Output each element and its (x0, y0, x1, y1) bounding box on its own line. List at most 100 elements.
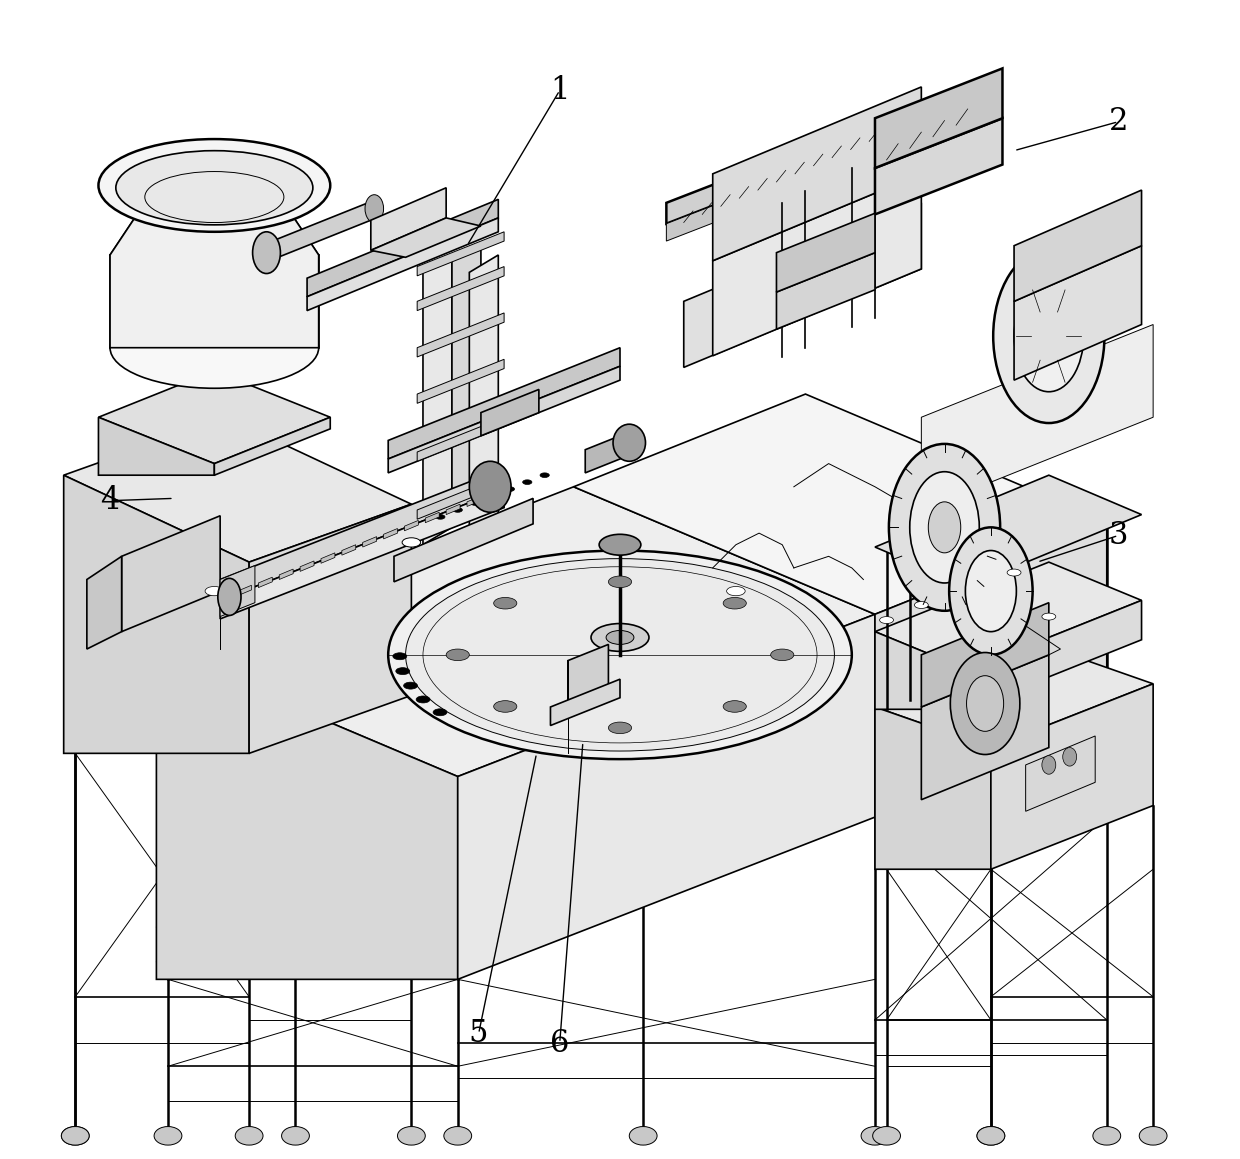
Ellipse shape (541, 534, 559, 544)
Polygon shape (683, 203, 921, 367)
Ellipse shape (1032, 308, 1066, 364)
Ellipse shape (771, 649, 794, 661)
Polygon shape (875, 562, 1142, 670)
Polygon shape (991, 684, 1153, 869)
Polygon shape (921, 655, 1049, 800)
Polygon shape (921, 603, 1049, 707)
Polygon shape (713, 174, 921, 356)
Ellipse shape (977, 1127, 1004, 1145)
Polygon shape (110, 185, 319, 348)
Ellipse shape (861, 1127, 889, 1145)
Ellipse shape (115, 151, 312, 225)
Ellipse shape (61, 1127, 89, 1145)
Polygon shape (394, 498, 533, 582)
Ellipse shape (403, 683, 418, 690)
Ellipse shape (541, 473, 549, 478)
Text: 2: 2 (1109, 107, 1128, 137)
Polygon shape (423, 255, 451, 545)
Polygon shape (574, 394, 1107, 614)
Ellipse shape (1007, 569, 1021, 576)
Ellipse shape (470, 501, 480, 505)
Ellipse shape (205, 586, 223, 596)
Ellipse shape (692, 540, 711, 549)
Polygon shape (383, 529, 398, 539)
Ellipse shape (402, 538, 420, 547)
Text: 1: 1 (551, 75, 569, 105)
Polygon shape (967, 600, 1142, 709)
Ellipse shape (393, 653, 407, 659)
Ellipse shape (1140, 1127, 1167, 1145)
Text: 3: 3 (1109, 520, 1128, 551)
Ellipse shape (98, 139, 330, 232)
Ellipse shape (61, 1127, 89, 1145)
Polygon shape (875, 632, 967, 709)
Polygon shape (568, 644, 609, 702)
Ellipse shape (433, 709, 446, 716)
Polygon shape (63, 417, 412, 562)
Ellipse shape (629, 1127, 657, 1145)
Polygon shape (417, 313, 505, 357)
Polygon shape (371, 218, 481, 257)
Polygon shape (417, 359, 505, 403)
Polygon shape (425, 512, 439, 523)
Polygon shape (551, 679, 620, 726)
Polygon shape (308, 199, 498, 297)
Polygon shape (221, 489, 505, 619)
Polygon shape (1014, 246, 1142, 380)
Polygon shape (221, 468, 505, 600)
Polygon shape (921, 325, 1153, 510)
Text: 4: 4 (100, 486, 120, 516)
Ellipse shape (444, 1127, 471, 1145)
Ellipse shape (873, 1127, 900, 1145)
Ellipse shape (611, 511, 629, 520)
Polygon shape (417, 267, 505, 311)
Polygon shape (342, 545, 356, 555)
Text: 5: 5 (469, 1019, 489, 1049)
Polygon shape (875, 522, 1107, 817)
Polygon shape (156, 649, 458, 979)
Ellipse shape (236, 1127, 263, 1145)
Ellipse shape (446, 649, 469, 661)
Ellipse shape (1092, 1127, 1121, 1145)
Polygon shape (417, 475, 505, 519)
Polygon shape (388, 366, 620, 473)
Polygon shape (585, 431, 631, 473)
Ellipse shape (469, 461, 511, 512)
Ellipse shape (253, 232, 280, 274)
Ellipse shape (435, 515, 445, 519)
Ellipse shape (879, 617, 894, 624)
Ellipse shape (388, 551, 852, 759)
Ellipse shape (727, 586, 745, 596)
Ellipse shape (398, 1127, 425, 1145)
Polygon shape (267, 199, 377, 262)
Ellipse shape (977, 1127, 1004, 1145)
Ellipse shape (494, 701, 517, 713)
Polygon shape (666, 95, 945, 224)
Ellipse shape (1017, 708, 1035, 717)
Ellipse shape (966, 551, 1017, 632)
Polygon shape (63, 475, 249, 753)
Polygon shape (98, 417, 215, 475)
Ellipse shape (365, 195, 383, 223)
Ellipse shape (453, 508, 463, 512)
Ellipse shape (889, 444, 1001, 611)
Ellipse shape (993, 249, 1105, 423)
Polygon shape (875, 707, 991, 869)
Ellipse shape (929, 502, 961, 553)
Polygon shape (404, 520, 418, 531)
Polygon shape (300, 561, 314, 571)
Ellipse shape (505, 487, 515, 491)
Ellipse shape (281, 1127, 310, 1145)
Polygon shape (388, 348, 620, 459)
Ellipse shape (914, 602, 929, 608)
Ellipse shape (723, 597, 746, 608)
Polygon shape (98, 371, 330, 464)
Polygon shape (713, 87, 921, 261)
Polygon shape (875, 643, 1153, 748)
Polygon shape (258, 577, 273, 588)
Polygon shape (1014, 190, 1142, 301)
Polygon shape (363, 537, 377, 547)
Ellipse shape (606, 630, 634, 644)
Ellipse shape (1063, 748, 1076, 766)
Polygon shape (308, 218, 498, 311)
